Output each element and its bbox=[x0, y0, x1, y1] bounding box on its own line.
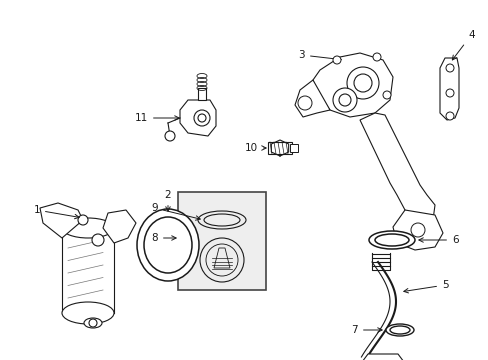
Text: 4: 4 bbox=[451, 30, 474, 60]
Ellipse shape bbox=[84, 318, 102, 328]
Circle shape bbox=[78, 215, 88, 225]
Polygon shape bbox=[439, 58, 458, 120]
Text: 10: 10 bbox=[244, 143, 265, 153]
Ellipse shape bbox=[62, 218, 114, 238]
Circle shape bbox=[297, 96, 311, 110]
Circle shape bbox=[164, 131, 175, 141]
Circle shape bbox=[445, 112, 453, 120]
Ellipse shape bbox=[374, 234, 408, 246]
Polygon shape bbox=[361, 354, 403, 360]
Polygon shape bbox=[359, 113, 434, 225]
Text: 11: 11 bbox=[135, 113, 179, 123]
Circle shape bbox=[194, 110, 209, 126]
Circle shape bbox=[332, 88, 356, 112]
Text: 9: 9 bbox=[151, 203, 200, 220]
Bar bbox=[289, 144, 297, 152]
Ellipse shape bbox=[389, 326, 409, 334]
Polygon shape bbox=[214, 248, 229, 268]
Polygon shape bbox=[180, 100, 216, 136]
Ellipse shape bbox=[203, 214, 240, 226]
Ellipse shape bbox=[368, 231, 414, 249]
Polygon shape bbox=[198, 88, 205, 100]
Ellipse shape bbox=[385, 324, 413, 336]
Bar bbox=[267, 142, 291, 154]
Polygon shape bbox=[40, 203, 83, 238]
Ellipse shape bbox=[143, 217, 192, 273]
Circle shape bbox=[200, 238, 244, 282]
Circle shape bbox=[198, 114, 205, 122]
Circle shape bbox=[410, 223, 424, 237]
Circle shape bbox=[92, 234, 104, 246]
Bar bbox=[178, 192, 265, 290]
Circle shape bbox=[445, 64, 453, 72]
Circle shape bbox=[382, 91, 390, 99]
Circle shape bbox=[332, 56, 340, 64]
Text: 7: 7 bbox=[351, 325, 381, 335]
Text: 5: 5 bbox=[403, 280, 447, 293]
Ellipse shape bbox=[198, 211, 245, 229]
Polygon shape bbox=[103, 210, 136, 243]
Circle shape bbox=[346, 67, 378, 99]
Ellipse shape bbox=[137, 209, 199, 281]
Circle shape bbox=[205, 244, 238, 276]
Polygon shape bbox=[312, 53, 392, 117]
Text: 8: 8 bbox=[151, 233, 176, 243]
Ellipse shape bbox=[62, 302, 114, 324]
Text: 6: 6 bbox=[418, 235, 458, 245]
Text: 2: 2 bbox=[164, 190, 171, 211]
Text: 3: 3 bbox=[298, 50, 341, 61]
Circle shape bbox=[353, 74, 371, 92]
Text: 1: 1 bbox=[33, 205, 79, 219]
Circle shape bbox=[338, 94, 350, 106]
Circle shape bbox=[445, 89, 453, 97]
Circle shape bbox=[372, 53, 380, 61]
Circle shape bbox=[89, 319, 97, 327]
Polygon shape bbox=[294, 80, 329, 117]
Polygon shape bbox=[392, 210, 442, 250]
